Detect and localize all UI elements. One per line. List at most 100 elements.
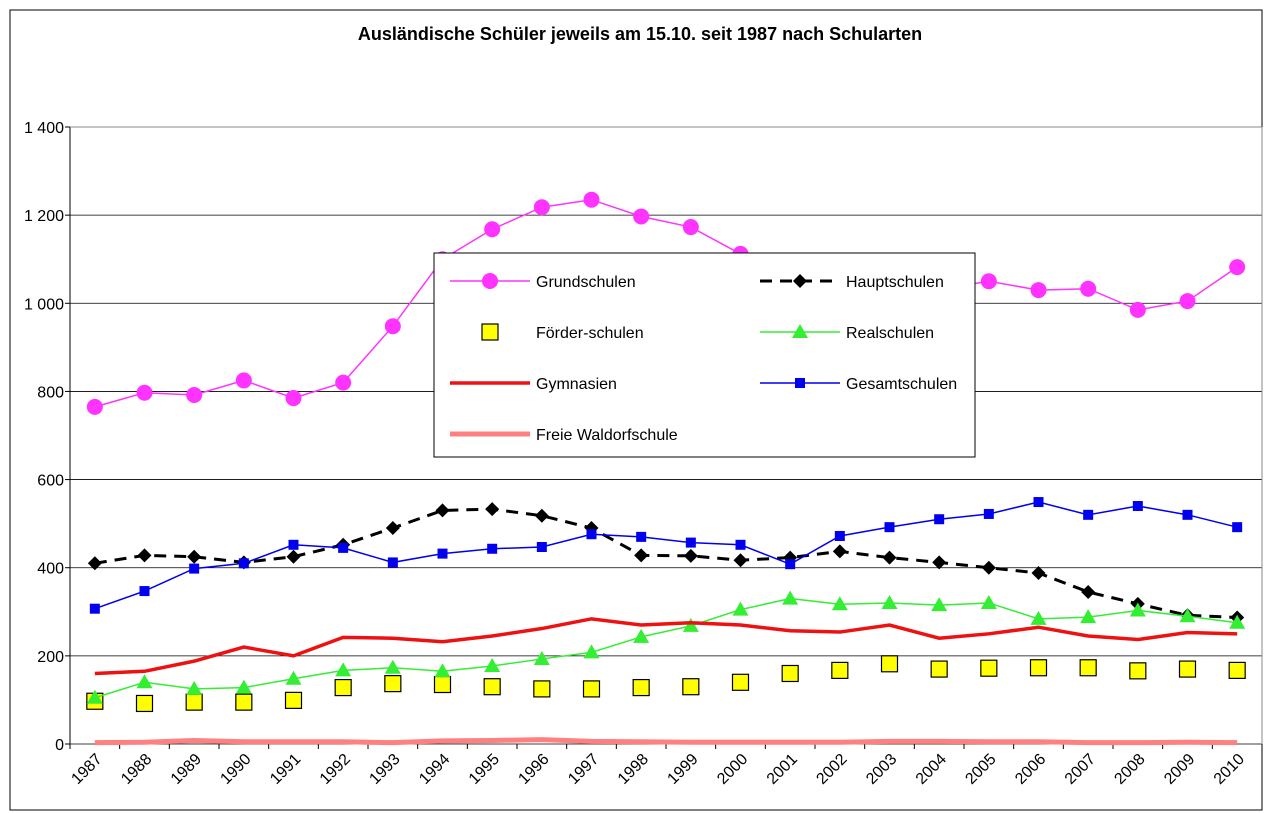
y-tick-label: 1 000 (24, 296, 64, 313)
marker (735, 539, 746, 550)
marker (335, 662, 352, 677)
series-line (94, 617, 1238, 676)
marker (633, 628, 650, 643)
marker (934, 514, 945, 525)
y-tick-label: 600 (37, 473, 64, 490)
marker (484, 657, 501, 672)
marker (1030, 282, 1047, 299)
marker (1179, 293, 1196, 310)
marker (583, 191, 600, 208)
marker (981, 560, 996, 575)
marker (1229, 614, 1246, 629)
marker (137, 548, 152, 563)
series-line (94, 737, 1238, 746)
marker (384, 318, 401, 335)
marker (136, 674, 153, 689)
marker (1129, 301, 1146, 318)
marker (880, 655, 899, 673)
marker (732, 601, 749, 616)
marker (781, 664, 799, 683)
legend-label: Gymnasien (536, 376, 617, 393)
marker (487, 543, 498, 554)
marker (189, 563, 200, 574)
marker (1031, 566, 1046, 581)
y-tick-label: 0 (55, 737, 64, 754)
series-line (94, 507, 1238, 620)
marker (384, 659, 401, 674)
y-tick-label: 1 200 (24, 208, 64, 225)
marker (286, 549, 301, 564)
marker (483, 678, 501, 696)
marker (187, 549, 202, 564)
marker (1182, 509, 1193, 520)
marker (1079, 659, 1097, 677)
marker (980, 594, 997, 609)
marker (235, 372, 252, 389)
marker (831, 661, 849, 680)
marker (582, 680, 601, 698)
marker (284, 691, 303, 709)
legend-label: Grundschulen (536, 274, 636, 291)
marker (437, 548, 448, 559)
marker (733, 553, 748, 568)
marker (633, 208, 650, 225)
marker (1129, 602, 1146, 617)
marker (285, 670, 302, 685)
marker (634, 548, 649, 563)
marker (1081, 584, 1096, 599)
legend-label: Gesamtschulen (846, 376, 957, 393)
marker (930, 660, 948, 678)
marker (1083, 509, 1094, 520)
marker (235, 693, 253, 711)
marker (238, 558, 249, 569)
legend-marker (792, 324, 808, 338)
marker (1030, 610, 1047, 625)
series-line (94, 501, 1238, 610)
marker (983, 508, 994, 519)
marker (831, 596, 848, 611)
y-tick-label: 800 (37, 384, 64, 401)
marker (1129, 662, 1147, 680)
marker (387, 557, 398, 568)
marker (335, 374, 352, 391)
marker (534, 508, 549, 523)
marker (1029, 659, 1048, 677)
chart-title: Ausländische Schüler jeweils am 15.10. s… (358, 24, 922, 44)
marker (932, 555, 947, 570)
marker (881, 594, 898, 609)
marker (931, 597, 948, 612)
marker (384, 675, 402, 693)
marker (533, 199, 550, 216)
marker (636, 531, 647, 542)
marker (235, 679, 252, 694)
marker (334, 678, 352, 697)
marker (485, 502, 500, 517)
marker (1179, 608, 1196, 623)
marker (834, 530, 845, 541)
marker (980, 273, 997, 290)
legend-marker (795, 378, 805, 388)
marker (782, 590, 799, 605)
marker (685, 537, 696, 548)
series-line (94, 597, 1238, 699)
marker (632, 678, 650, 697)
y-tick-label: 200 (37, 649, 64, 666)
marker (586, 529, 597, 540)
marker (682, 219, 699, 236)
marker (1080, 609, 1097, 624)
marker (484, 221, 501, 238)
marker (87, 556, 102, 571)
marker (86, 398, 103, 415)
marker (1178, 660, 1197, 678)
marker (1232, 522, 1243, 533)
marker (682, 617, 699, 632)
marker (288, 539, 299, 550)
marker (536, 542, 547, 553)
marker (186, 386, 203, 403)
marker (385, 521, 400, 536)
marker (1033, 497, 1044, 508)
marker (139, 586, 150, 597)
marker (338, 542, 349, 553)
series-line (94, 198, 1238, 408)
legend-marker (793, 274, 807, 288)
